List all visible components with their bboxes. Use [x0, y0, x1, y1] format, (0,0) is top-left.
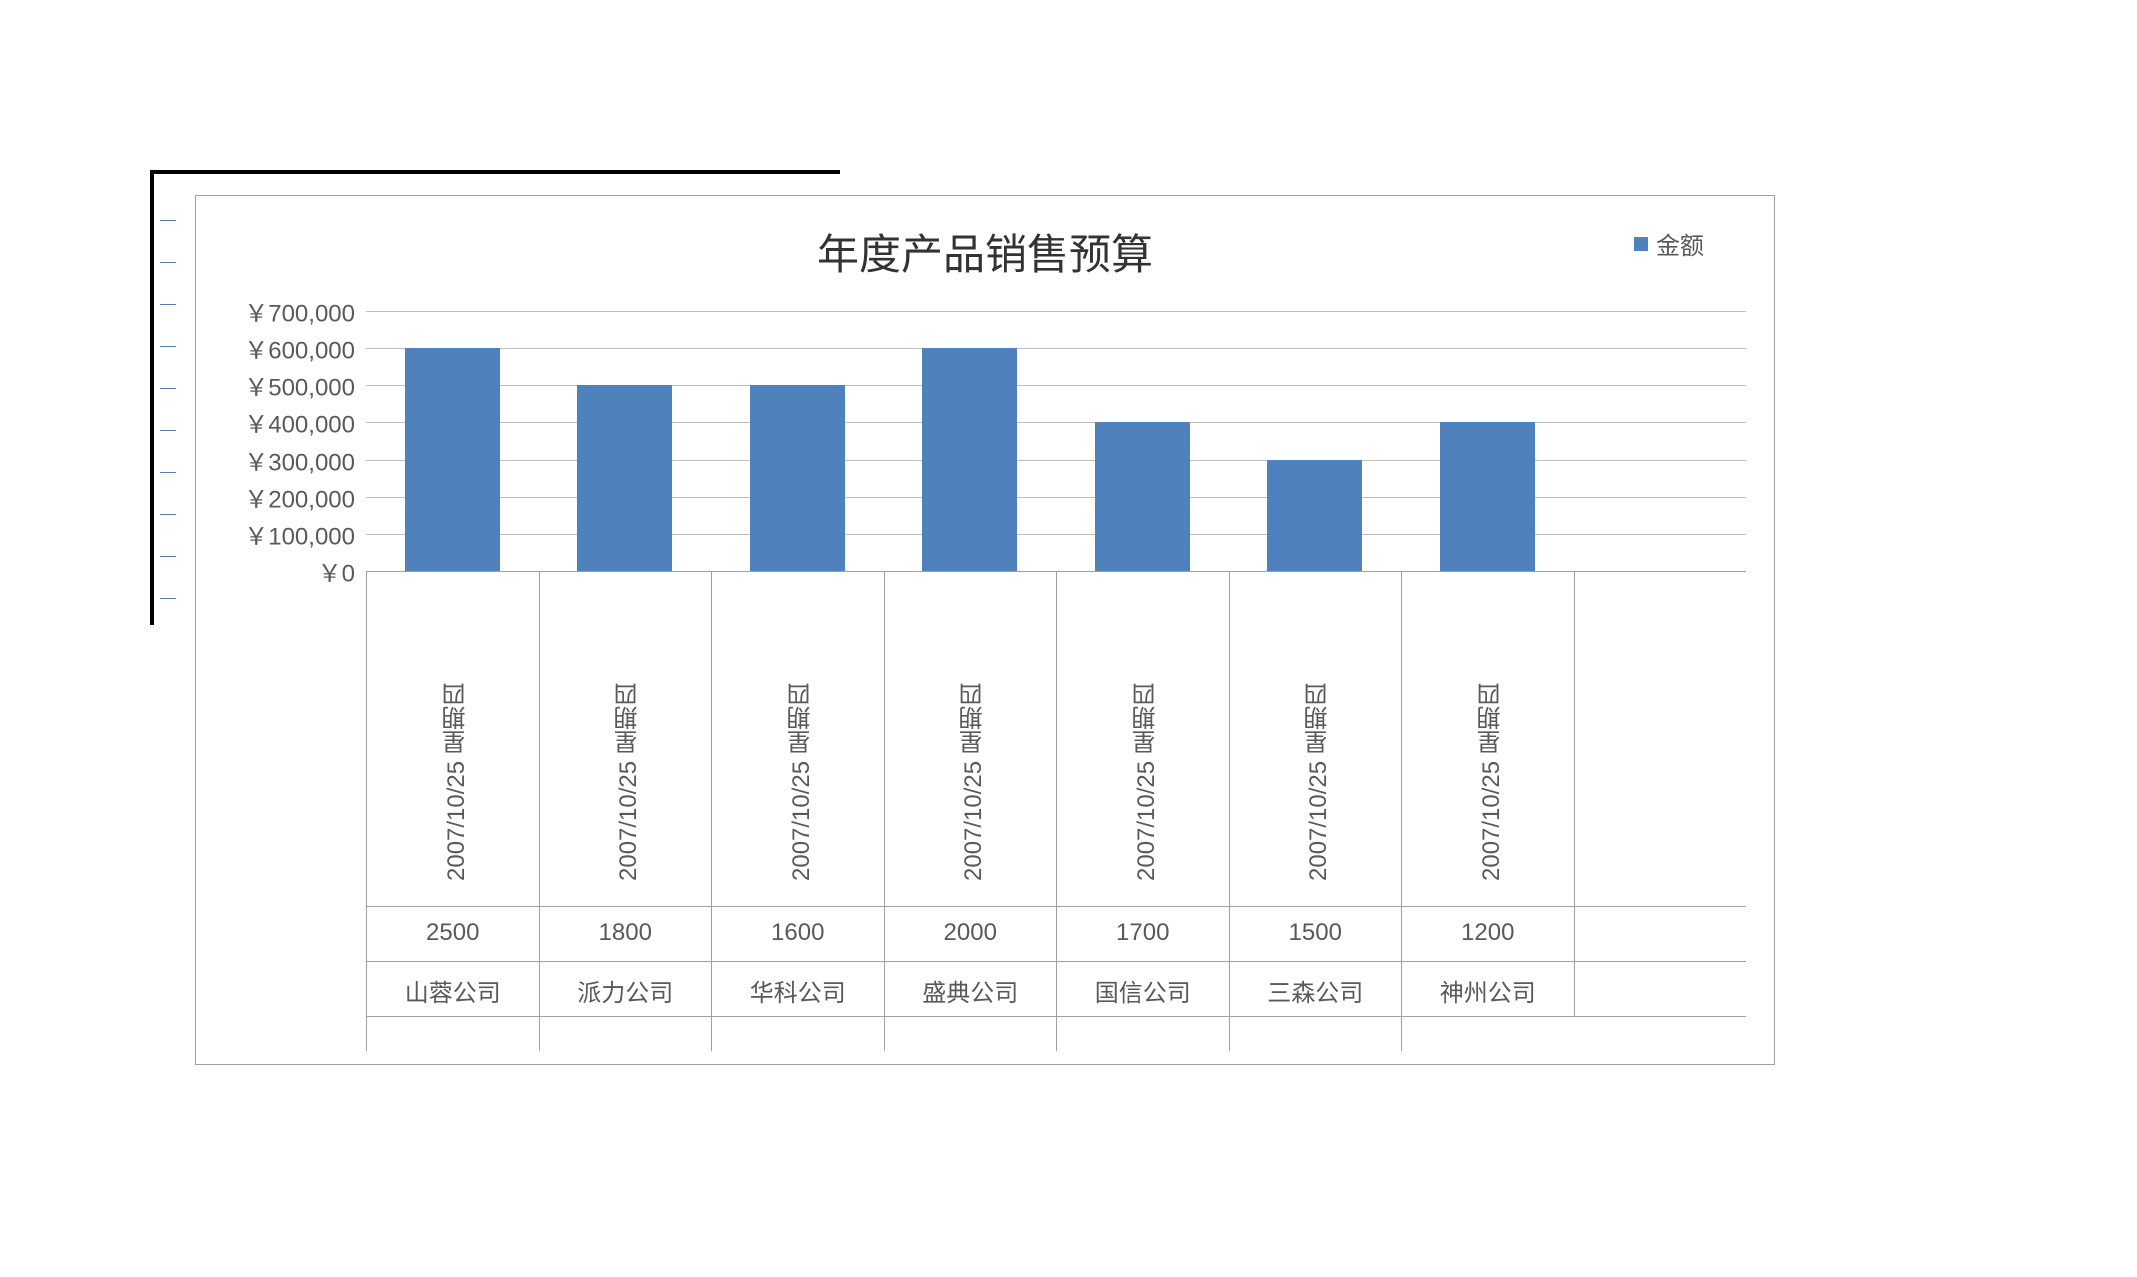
- x-qty-label: 1500: [1230, 919, 1402, 947]
- chart-title: 年度产品销售预算: [196, 221, 1774, 282]
- x-category-group: 2007/10/25 星期四 1800 派力公司: [539, 571, 712, 1051]
- x-qty-label: 1700: [1057, 919, 1229, 947]
- frame-tick: [160, 472, 176, 473]
- chart-container: 年度产品销售预算 金额 ￥0￥100,000￥200,000￥300,000￥4…: [195, 195, 1775, 1065]
- gridline: [366, 311, 1746, 312]
- x-qty-label: 1800: [540, 919, 712, 947]
- x-qty-label: 2000: [885, 919, 1057, 947]
- x-date-label: 2007/10/25 星期四: [1301, 591, 1336, 881]
- y-axis-label: ￥100,000: [244, 516, 355, 551]
- y-axis-label: ￥300,000: [244, 442, 355, 477]
- legend-swatch: [1634, 237, 1648, 251]
- x-date-label: 2007/10/25 星期四: [611, 591, 646, 881]
- x-date-label: 2007/10/25 星期四: [1129, 591, 1164, 881]
- y-axis-label: ￥0: [318, 554, 355, 589]
- x-company-label: 山蓉公司: [367, 973, 539, 1008]
- bar: [1440, 422, 1535, 571]
- x-date-label: 2007/10/25 星期四: [1474, 591, 1509, 881]
- y-axis-label: ￥500,000: [244, 368, 355, 403]
- frame-tick: [160, 304, 176, 305]
- gridline: [366, 534, 1746, 535]
- y-axis-label: ￥600,000: [244, 331, 355, 366]
- gridline: [366, 422, 1746, 423]
- bar: [922, 348, 1017, 571]
- x-company-label: 派力公司: [540, 973, 712, 1008]
- x-category-group: 2007/10/25 星期四 2000 盛典公司: [884, 571, 1057, 1051]
- x-date-label: 2007/10/25 星期四: [439, 591, 474, 881]
- y-axis-label: ￥200,000: [244, 479, 355, 514]
- frame-tick: [160, 430, 176, 431]
- frame-tick: [160, 220, 176, 221]
- x-company-label: 盛典公司: [885, 973, 1057, 1008]
- chart-legend: 金额: [1634, 226, 1704, 261]
- bar: [750, 385, 845, 571]
- frame-tick: [160, 346, 176, 347]
- y-axis-label: ￥400,000: [244, 405, 355, 440]
- gridline: [366, 497, 1746, 498]
- frame-tick: [160, 556, 176, 557]
- plot-area: [366, 311, 1746, 571]
- x-category-group: 2007/10/25 星期四 1200 神州公司: [1401, 571, 1574, 1051]
- frame-tick: [160, 514, 176, 515]
- gridline: [366, 385, 1746, 386]
- x-company-label: 国信公司: [1057, 973, 1229, 1008]
- x-qty-label: 2500: [367, 919, 539, 947]
- bar: [405, 348, 500, 571]
- legend-label: 金额: [1656, 226, 1704, 261]
- x-company-label: 华科公司: [712, 973, 884, 1008]
- bar: [1267, 460, 1362, 571]
- frame-tick: [160, 388, 176, 389]
- frame-tick: [160, 598, 176, 599]
- x-date-label: 2007/10/25 星期四: [784, 591, 819, 881]
- y-axis-labels: ￥0￥100,000￥200,000￥300,000￥400,000￥500,0…: [226, 311, 361, 571]
- x-category-group: 2007/10/25 星期四 1700 国信公司: [1056, 571, 1229, 1051]
- frame-tick: [160, 262, 176, 263]
- x-company-label: 神州公司: [1402, 973, 1574, 1008]
- x-category-group: 2007/10/25 星期四 1600 华科公司: [711, 571, 884, 1051]
- x-category-group: 2007/10/25 星期四 2500 山蓉公司: [366, 571, 539, 1051]
- gridline: [366, 348, 1746, 349]
- x-category-divider: [1574, 571, 1575, 1016]
- gridline: [366, 460, 1746, 461]
- x-axis-area: 2007/10/25 星期四 2500 山蓉公司 2007/10/25 星期四 1800…: [366, 571, 1746, 1051]
- x-company-label: 三森公司: [1230, 973, 1402, 1008]
- x-date-label: 2007/10/25 星期四: [956, 591, 991, 881]
- bar: [1095, 422, 1190, 571]
- x-category-group: 2007/10/25 星期四 1500 三森公司: [1229, 571, 1402, 1051]
- x-qty-label: 1200: [1402, 919, 1574, 947]
- y-axis-label: ￥700,000: [244, 294, 355, 329]
- x-qty-label: 1600: [712, 919, 884, 947]
- bar: [577, 385, 672, 571]
